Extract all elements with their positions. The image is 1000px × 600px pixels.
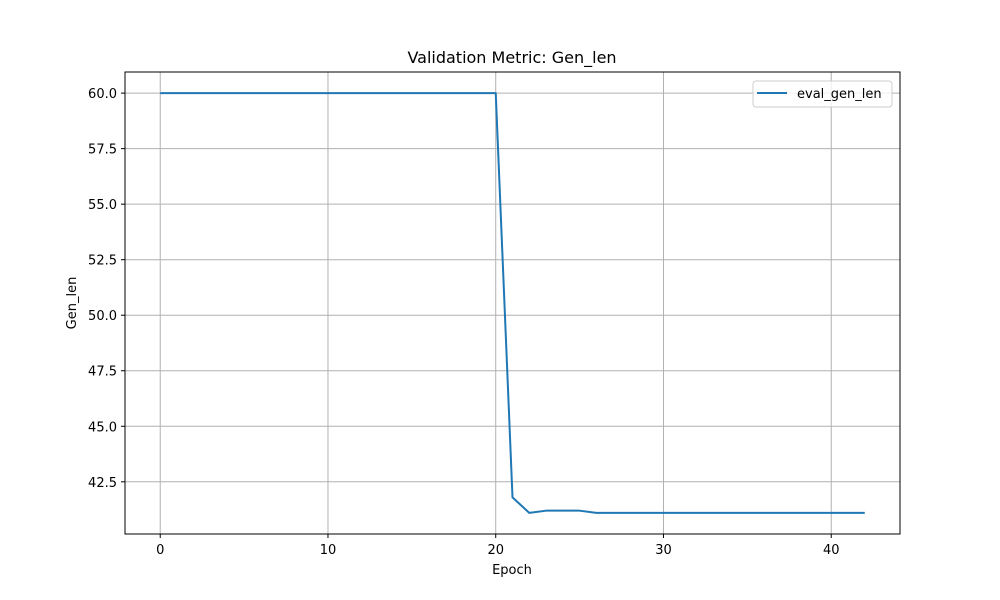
legend: eval_gen_len xyxy=(752,80,893,108)
x-tick-label: 20 xyxy=(487,543,504,558)
x-tick-label: 40 xyxy=(823,543,840,558)
legend-label: eval_gen_len xyxy=(797,87,882,102)
grid xyxy=(125,72,900,534)
chart-title: Validation Metric: Gen_len xyxy=(407,48,616,68)
x-tick-label: 10 xyxy=(320,543,337,558)
y-tick-label: 45.0 xyxy=(88,420,117,435)
y-axis-label: Gen_len xyxy=(65,277,80,330)
y-tick-label: 57.5 xyxy=(88,143,117,158)
x-tick-label: 0 xyxy=(156,543,164,558)
y-tick-label: 50.0 xyxy=(88,309,117,324)
legend-box xyxy=(752,80,893,108)
y-tick-label: 55.0 xyxy=(88,198,117,213)
x-tick-label: 30 xyxy=(655,543,672,558)
y-tick-label: 42.5 xyxy=(88,476,117,491)
y-tick-label: 60.0 xyxy=(88,87,117,102)
y-tick-label: 52.5 xyxy=(88,254,117,269)
x-axis-label: Epoch xyxy=(492,563,532,578)
plot-frame xyxy=(124,71,901,535)
series-line-eval_gen_len xyxy=(160,92,865,514)
y-axis-ticks: 42.5 45.0 47.5 50.0 52.5 55.0 57.5 60.0 xyxy=(88,87,125,491)
x-axis-ticks: 0 10 20 30 40 xyxy=(156,534,839,558)
series-layer xyxy=(160,92,865,514)
y-tick-label: 47.5 xyxy=(88,365,117,380)
